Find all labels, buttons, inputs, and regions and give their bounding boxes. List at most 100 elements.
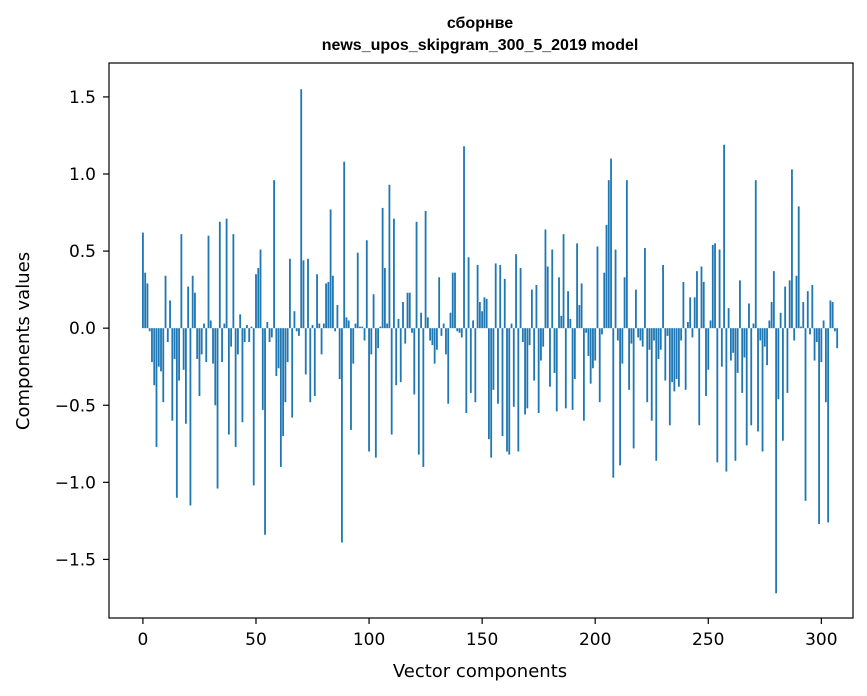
bar-component-218 — [635, 289, 637, 329]
bar-component-67 — [293, 311, 296, 329]
bar-component-11 — [166, 328, 169, 343]
bar-component-160 — [503, 278, 506, 329]
bar-component-32 — [214, 328, 217, 406]
bar-component-93 — [352, 328, 355, 364]
bar-component-241 — [687, 322, 689, 329]
bar-component-106 — [381, 207, 384, 329]
bar-component-290 — [797, 206, 800, 329]
bar-component-302 — [824, 328, 827, 403]
bar-component-296 — [811, 285, 814, 329]
bar-component-264 — [739, 280, 741, 329]
bar-component-109 — [388, 184, 391, 329]
bar-component-116 — [404, 328, 407, 344]
bar-component-83 — [329, 209, 332, 329]
bar-component-101 — [370, 328, 373, 355]
bar-component-114 — [399, 328, 402, 383]
bar-component-281 — [777, 328, 780, 400]
bar-component-23 — [194, 292, 196, 329]
plot-frame — [108, 62, 854, 619]
bar-component-225 — [650, 328, 653, 421]
bar-component-262 — [734, 328, 737, 461]
bar-component-223 — [646, 328, 649, 403]
bar-component-117 — [406, 292, 409, 329]
bar-component-206 — [607, 180, 610, 329]
bar-component-273 — [759, 328, 762, 341]
bar-component-141 — [460, 328, 463, 338]
y-tick-label: 1.5 — [69, 88, 96, 108]
bar-component-129 — [433, 328, 436, 364]
bar-component-113 — [397, 318, 400, 329]
bar-component-169 — [524, 328, 526, 415]
bar-component-41 — [234, 328, 237, 447]
bar-component-121 — [415, 221, 418, 329]
y-tick-label: 0.0 — [69, 319, 96, 339]
bar-component-306 — [834, 328, 836, 332]
bar-component-182 — [553, 328, 556, 373]
bar-component-119 — [411, 328, 413, 333]
bar-component-3 — [148, 328, 151, 332]
bar-component-288 — [793, 328, 796, 341]
bar-component-145 — [469, 328, 472, 393]
bar-component-105 — [379, 326, 382, 329]
bar-component-22 — [191, 275, 194, 329]
bar-component-137 — [451, 272, 454, 329]
bar-component-269 — [750, 328, 753, 426]
x-tick-label: 150 — [466, 630, 498, 650]
bar-component-209 — [614, 249, 617, 329]
bar-component-89 — [343, 161, 346, 329]
bar-component-44 — [241, 328, 244, 423]
bar-component-258 — [725, 328, 728, 472]
bar-component-16 — [178, 328, 181, 381]
bar-component-172 — [530, 289, 533, 329]
bar-component-0 — [142, 232, 144, 329]
x-axis: 0 50 100 150 200 250 300 — [138, 618, 838, 650]
bar-component-69 — [298, 328, 300, 336]
bar-component-90 — [345, 317, 348, 329]
bar-component-268 — [748, 303, 750, 329]
bar-component-45 — [243, 328, 246, 343]
bar-component-82 — [327, 281, 330, 329]
bar-component-21 — [189, 328, 192, 506]
bar-component-37 — [225, 218, 228, 329]
bar-component-73 — [307, 258, 309, 329]
y-tick-label: −1.0 — [55, 473, 96, 493]
bar-component-202 — [598, 328, 601, 403]
bar-component-7 — [157, 328, 160, 367]
bar-component-66 — [291, 328, 294, 418]
bar-component-126 — [426, 317, 429, 329]
bar-component-33 — [216, 328, 219, 489]
bar-component-30 — [209, 320, 212, 329]
bar-component-50 — [255, 274, 257, 329]
bar-component-251 — [709, 320, 712, 329]
bar-component-199 — [592, 328, 594, 369]
bar-component-274 — [761, 328, 764, 452]
bar-component-51 — [257, 268, 260, 329]
bar-component-65 — [289, 258, 291, 329]
bar-component-74 — [309, 328, 312, 403]
bar-component-185 — [560, 315, 563, 329]
bar-component-102 — [372, 294, 375, 329]
bar-component-244 — [693, 297, 696, 329]
bar-component-186 — [562, 234, 565, 329]
bar-component-85 — [334, 328, 337, 332]
bar-component-77 — [316, 274, 318, 329]
bar-component-53 — [261, 328, 264, 410]
bar-component-232 — [666, 328, 669, 336]
bar-component-174 — [535, 285, 538, 329]
bar-component-275 — [763, 328, 766, 347]
bar-component-12 — [169, 300, 171, 329]
bar-component-168 — [521, 328, 524, 343]
bar-component-210 — [616, 328, 619, 341]
bar-component-97 — [361, 326, 364, 329]
y-tick-label: −0.5 — [55, 396, 96, 416]
bar-component-92 — [350, 328, 352, 430]
bar-component-201 — [596, 246, 599, 329]
bar-component-49 — [252, 328, 255, 486]
bar-component-292 — [802, 301, 805, 329]
bar-component-257 — [723, 144, 726, 329]
bar-component-221 — [641, 328, 644, 347]
bar-component-213 — [623, 277, 626, 329]
bar-component-238 — [680, 328, 683, 341]
bar-component-84 — [331, 275, 334, 329]
